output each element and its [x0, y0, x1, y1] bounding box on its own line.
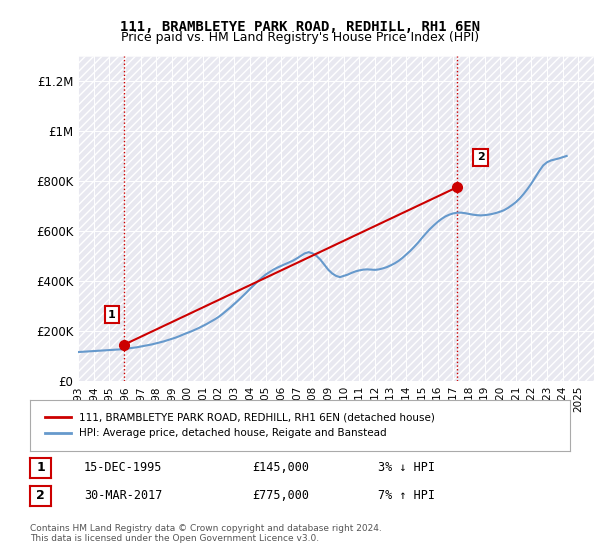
Text: 7% ↑ HPI: 7% ↑ HPI [378, 489, 435, 502]
Text: 2: 2 [477, 152, 485, 162]
Legend: 111, BRAMBLETYE PARK ROAD, REDHILL, RH1 6EN (detached house), HPI: Average price: 111, BRAMBLETYE PARK ROAD, REDHILL, RH1 … [41, 409, 439, 442]
Text: 3% ↓ HPI: 3% ↓ HPI [378, 461, 435, 474]
Text: 1: 1 [108, 310, 116, 320]
Text: £145,000: £145,000 [252, 461, 309, 474]
Text: Price paid vs. HM Land Registry's House Price Index (HPI): Price paid vs. HM Land Registry's House … [121, 31, 479, 44]
Text: 2: 2 [36, 489, 45, 502]
Text: £775,000: £775,000 [252, 489, 309, 502]
Text: Contains HM Land Registry data © Crown copyright and database right 2024.
This d: Contains HM Land Registry data © Crown c… [30, 524, 382, 543]
Text: 15-DEC-1995: 15-DEC-1995 [84, 461, 163, 474]
Text: 111, BRAMBLETYE PARK ROAD, REDHILL, RH1 6EN: 111, BRAMBLETYE PARK ROAD, REDHILL, RH1 … [120, 20, 480, 34]
Text: 1: 1 [36, 461, 45, 474]
Text: 30-MAR-2017: 30-MAR-2017 [84, 489, 163, 502]
